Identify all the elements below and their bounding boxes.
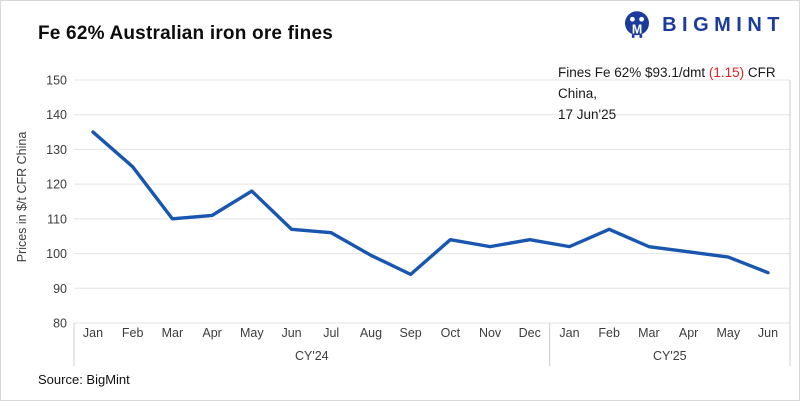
bigmint-logo-icon: M <box>625 11 650 38</box>
bigmint-logo-text: BIGMINT <box>662 13 785 36</box>
annotation-prefix: Fines Fe 62% $93.1/dmt <box>558 65 709 80</box>
price-chart: 150 140 130 120 110 100 90 80 Jan Feb Mar Apr May Jun… <box>46 74 791 366</box>
svg-text:CY'24: CY'24 <box>295 349 329 363</box>
svg-text:80: 80 <box>53 317 67 331</box>
source-note: Source: BigMint <box>38 372 130 387</box>
svg-text:100: 100 <box>46 247 67 261</box>
annotation-date: 17 Jun'25 <box>558 107 617 122</box>
svg-text:May: May <box>716 326 740 340</box>
svg-text:150: 150 <box>46 74 67 88</box>
svg-text:Sep: Sep <box>400 326 422 340</box>
svg-text:Apr: Apr <box>679 326 698 340</box>
annotation-suffix: CFR China, <box>558 65 776 101</box>
svg-text:Feb: Feb <box>598 326 620 340</box>
svg-text:May: May <box>240 326 264 340</box>
svg-text:Oct: Oct <box>441 326 461 340</box>
price-annotation: Fines Fe 62% $93.1/dmt (1.15) CFR China,… <box>558 62 799 125</box>
svg-text:Jul: Jul <box>323 326 339 340</box>
svg-text:Mar: Mar <box>162 326 184 340</box>
svg-text:Jun: Jun <box>281 326 301 340</box>
svg-text:Feb: Feb <box>122 326 144 340</box>
svg-text:Nov: Nov <box>479 326 502 340</box>
svg-text:110: 110 <box>47 212 67 226</box>
bigmint-logo: M BIGMINT <box>621 9 785 41</box>
svg-text:CY'25: CY'25 <box>653 349 687 363</box>
svg-text:130: 130 <box>46 143 67 157</box>
svg-text:M: M <box>632 22 642 36</box>
svg-text:120: 120 <box>46 178 67 192</box>
svg-text:Jan: Jan <box>83 326 103 340</box>
svg-text:90: 90 <box>53 282 67 296</box>
svg-text:Apr: Apr <box>202 326 221 340</box>
page-title: Fe 62% Australian iron ore fines <box>38 23 333 44</box>
svg-text:Dec: Dec <box>519 326 541 340</box>
svg-text:140: 140 <box>46 108 67 122</box>
svg-text:Aug: Aug <box>360 326 382 340</box>
svg-text:Jan: Jan <box>559 326 579 340</box>
annotation-change: (1.15) <box>708 65 745 80</box>
svg-text:Mar: Mar <box>638 326 660 340</box>
svg-text:Jun: Jun <box>758 326 778 340</box>
